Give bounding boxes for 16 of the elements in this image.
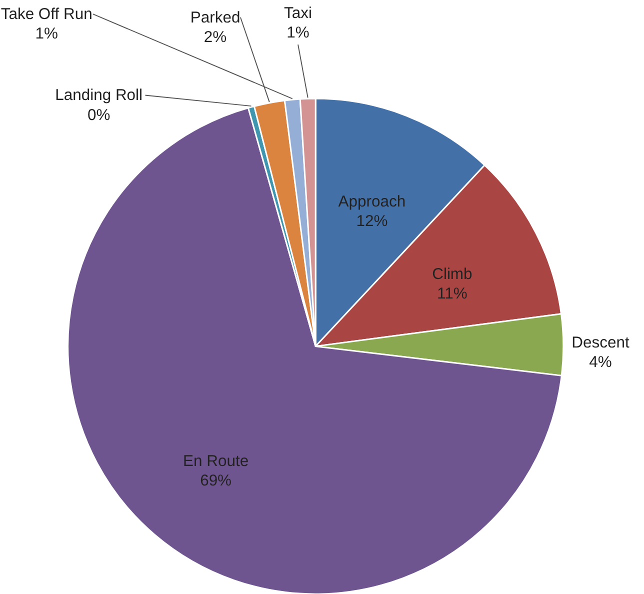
data-label: 11% [437, 286, 468, 303]
data-label: 4% [589, 354, 612, 372]
slice-label: Climb [432, 266, 473, 283]
data-label: 0% [87, 106, 110, 124]
slice-label: Take Off Run [0, 6, 92, 24]
slice-label: Parked [190, 9, 240, 26]
slice-label: Taxi [284, 5, 312, 22]
data-label: 2% [204, 28, 227, 46]
data-label: 1% [286, 24, 310, 42]
data-label: 69% [200, 472, 232, 490]
slice-label: En Route [183, 453, 249, 470]
data-label: 12% [356, 213, 388, 230]
slice-label: Landing Roll [55, 87, 143, 104]
data-label: 1% [35, 26, 58, 43]
slice-label: Descent [572, 334, 630, 352]
slice-label: Approach [338, 193, 406, 210]
